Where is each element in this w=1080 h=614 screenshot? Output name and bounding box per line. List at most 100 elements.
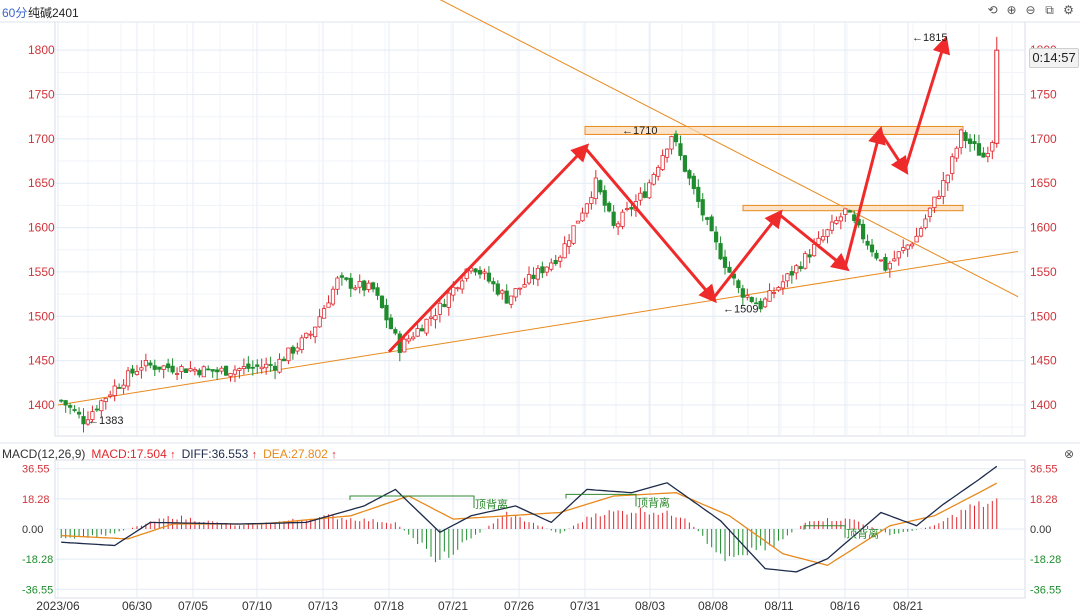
candle-body <box>299 337 304 351</box>
y-tick-label-left: 1400 <box>28 398 55 412</box>
candle-body <box>892 258 897 262</box>
candle-body <box>174 373 180 375</box>
candle-body <box>758 300 763 310</box>
diff-line <box>61 465 998 573</box>
candle-body <box>976 143 982 156</box>
candle-body <box>339 275 344 278</box>
candle-body <box>232 369 238 375</box>
candle-body <box>370 282 376 290</box>
candle-body <box>736 280 741 289</box>
candle-body <box>825 229 830 237</box>
trend-arrow <box>878 130 909 175</box>
price-annotation: ←1383 <box>88 415 123 427</box>
candle-body <box>455 287 460 290</box>
candle-body <box>629 207 634 210</box>
x-tick-label: 06/30 <box>122 599 152 613</box>
layout-icon[interactable]: ⧉ <box>1045 3 1054 17</box>
price-annotation: ←1710 <box>622 125 657 137</box>
candle-body <box>549 262 554 270</box>
candle-body <box>981 152 986 158</box>
candle-body <box>807 254 812 258</box>
settings-icon[interactable]: ⚙ <box>1063 3 1074 17</box>
y-tick-label-right: 1550 <box>1030 265 1057 279</box>
candle-body <box>941 180 946 197</box>
countdown-timer: 0:14:57 <box>1029 48 1079 68</box>
candle-body <box>687 170 692 179</box>
candle-body <box>99 400 104 412</box>
candle-body <box>682 155 688 172</box>
macd-y-tick-right: -18.28 <box>1030 554 1061 566</box>
candle-body <box>865 240 870 246</box>
price-annotation: ←1815 <box>912 32 947 44</box>
candle-body <box>785 273 790 282</box>
candle-body <box>754 302 759 305</box>
macd-y-tick-left: 18.28 <box>22 494 50 506</box>
candle-body <box>219 367 224 372</box>
candle-body <box>967 138 973 144</box>
candle-body <box>237 368 242 371</box>
candle-body <box>571 225 576 244</box>
candle-body <box>286 347 291 362</box>
candle-body <box>763 298 768 308</box>
x-tick-label: 07/31 <box>570 599 600 613</box>
candle-body <box>936 195 941 199</box>
candle-body <box>985 153 990 158</box>
candle-body <box>108 394 113 397</box>
candle-body <box>852 214 857 222</box>
candle-body <box>477 269 483 275</box>
zoom-in-icon[interactable]: ⊕ <box>1006 3 1017 17</box>
candle-body <box>584 203 590 214</box>
candle-body <box>134 371 140 375</box>
macd-y-tick-right: -36.55 <box>1030 584 1061 596</box>
candle-body <box>526 274 532 284</box>
candle-body <box>972 141 977 145</box>
candle-body <box>540 266 545 274</box>
candle-body <box>460 280 465 290</box>
candle-body <box>651 174 656 185</box>
candle-body <box>206 368 211 371</box>
close-indicator-icon[interactable]: ⊗ <box>1063 447 1074 461</box>
x-tick-label: 08/16 <box>830 599 860 613</box>
candle-body <box>277 358 282 373</box>
candle-body <box>593 177 598 200</box>
candle-body <box>847 210 852 213</box>
candle-body <box>326 302 331 308</box>
zoom-out-icon[interactable]: ⊖ <box>1025 3 1036 17</box>
candle-body <box>567 240 572 247</box>
candle-body <box>513 288 518 298</box>
candle-body <box>433 315 438 321</box>
candle-body <box>705 217 710 220</box>
candle-body <box>121 384 126 389</box>
undo-icon[interactable]: ⟲ <box>987 3 998 17</box>
candle-body <box>535 267 541 280</box>
price-annotation: ←1509 <box>723 303 758 315</box>
candle-body <box>691 175 696 190</box>
y-tick-label-right: 1600 <box>1030 221 1057 235</box>
y-tick-label-left: 1500 <box>28 309 55 323</box>
candle-body <box>406 338 411 342</box>
candle-body <box>473 268 478 273</box>
y-tick-label-right: 1500 <box>1030 309 1057 323</box>
candle-body <box>994 49 1000 144</box>
candle-body <box>192 369 197 372</box>
candle-body <box>812 244 817 257</box>
candle-body <box>598 180 603 193</box>
candle-body <box>157 366 162 370</box>
candle-body <box>624 208 630 210</box>
candle-body <box>901 247 906 251</box>
candle-body <box>553 260 558 265</box>
candle-body <box>887 262 892 270</box>
x-tick-label: 07/10 <box>242 599 272 613</box>
period-label[interactable]: 60分 <box>2 6 28 20</box>
candle-body <box>531 274 536 280</box>
macd-indicator-name[interactable]: MACD(12,26,9) <box>2 447 86 461</box>
divergence-label: 顶背离 <box>846 527 879 541</box>
trend-arrow <box>843 125 886 268</box>
candle-body <box>611 211 616 226</box>
candle-body <box>607 202 612 212</box>
x-tick-label: 2023/06 <box>36 599 80 613</box>
candle-body <box>348 277 353 289</box>
candle-body <box>776 287 781 291</box>
